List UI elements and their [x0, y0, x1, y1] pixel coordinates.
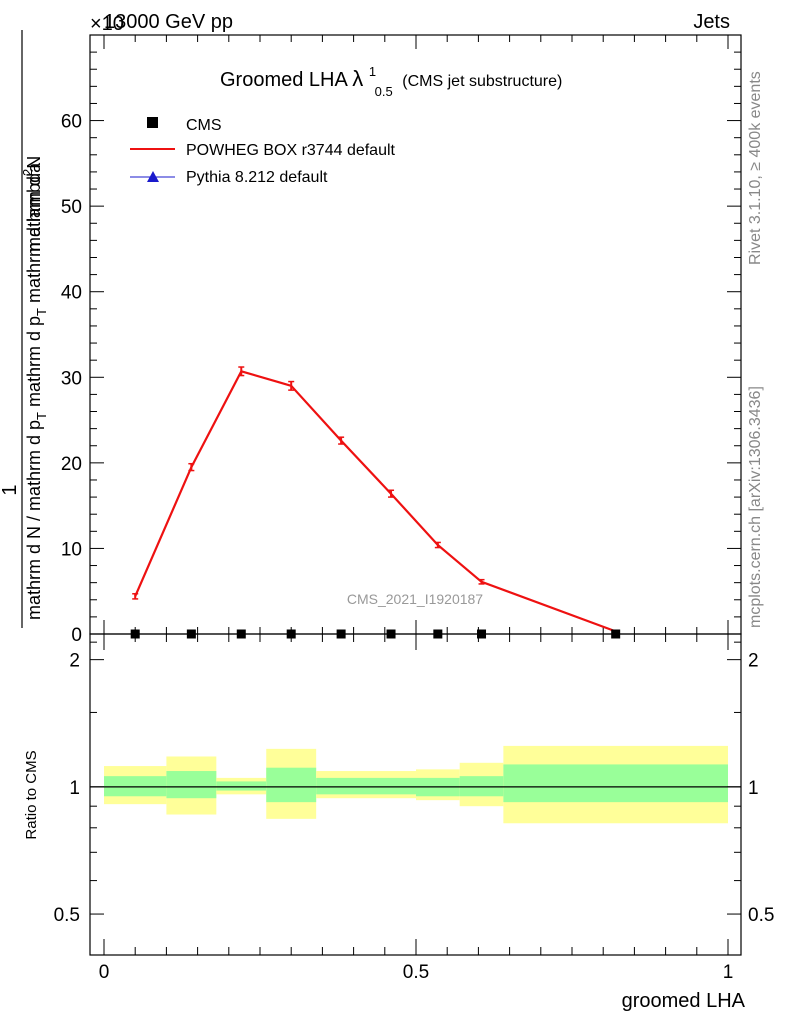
main-ytick-label: 50: [61, 197, 82, 218]
legend: CMS POWHEG BOX r3744 default Pythia 8.21…: [130, 117, 396, 186]
main-y-label: 1 mathrm d N / mathrm d pT mathrm d pT m…: [0, 30, 49, 628]
ratio-ytick-label-right: 1: [748, 778, 759, 799]
ratio-band-green: [166, 771, 217, 799]
ratio-xtick-label: 1: [723, 962, 734, 983]
ratio-xtick-label: 0: [99, 962, 110, 983]
ratio-ytick-label: 2: [69, 651, 80, 672]
title-superscript: 1: [369, 64, 376, 79]
ratio-bands: [104, 745, 728, 824]
main-ytick-label: 20: [61, 454, 82, 475]
ratio-ytick-label-right: 0.5: [748, 905, 774, 926]
energy-label: 13000 GeV pp: [104, 11, 233, 33]
ratio-band-green: [266, 767, 317, 803]
ylabel-denominator: mathrm d N / mathrm d pT mathrm d pT mat…: [24, 162, 49, 620]
plot-title: Groomed LHA λ 1 0.5 (CMS jet substructur…: [220, 59, 562, 101]
process-label: Jets: [693, 11, 730, 33]
ratio-ytick-label-right: 2: [748, 651, 759, 672]
main-ytick-label: 30: [61, 368, 82, 389]
title-subscript: 0.5: [375, 84, 393, 99]
x-axis-label: groomed LHA: [622, 990, 746, 1012]
main-ytick-label: 60: [61, 112, 82, 133]
ratio-band-green: [503, 764, 728, 803]
main-ytick-label: 0: [71, 625, 82, 646]
ratio-y-axis: 0.5 0.5 1 1 2 2: [54, 641, 774, 926]
legend-cms-label: CMS: [186, 117, 222, 134]
watermark: CMS_2021_I1920187: [347, 591, 483, 607]
title-suffix: (CMS jet substructure): [402, 73, 562, 90]
ylabel-one: 1: [0, 484, 21, 495]
ylabel-numerator: mathrm d2N: [20, 156, 44, 252]
main-ytick-label: 40: [61, 283, 82, 304]
ratio-y-label: Ratio to CMS: [23, 750, 40, 839]
ratio-band-green: [104, 776, 167, 797]
ratio-ytick-label: 1: [69, 778, 80, 799]
ratio-band-green: [316, 777, 416, 795]
rivet-label: Rivet 3.1.10, ≥ 400k events: [747, 71, 764, 265]
legend-pythia-marker: [147, 171, 159, 182]
ratio-x-axis: 0 0.5 1: [99, 634, 734, 983]
legend-pythia-label: Pythia 8.212 default: [186, 169, 328, 186]
ratio-ytick-label: 0.5: [54, 905, 80, 926]
legend-cms-marker: [147, 117, 158, 128]
exponent-label: ×10: [90, 13, 124, 35]
main-y-axis: 0 10 20 30 40 50 60: [61, 51, 741, 646]
main-ytick-label: 10: [61, 539, 82, 560]
ratio-xtick-label: 0.5: [403, 962, 429, 983]
legend-powheg-label: POWHEG BOX r3744 default: [186, 142, 396, 159]
mcplots-label: mcplots.cern.ch [arXiv:1306.3436]: [747, 386, 764, 628]
ratio-band-green: [459, 776, 504, 797]
title-main: Groomed LHA: [220, 69, 348, 91]
title-lambda: λ: [352, 66, 363, 91]
main-x-ticks: [103, 35, 729, 634]
ratio-band-green: [216, 781, 267, 791]
